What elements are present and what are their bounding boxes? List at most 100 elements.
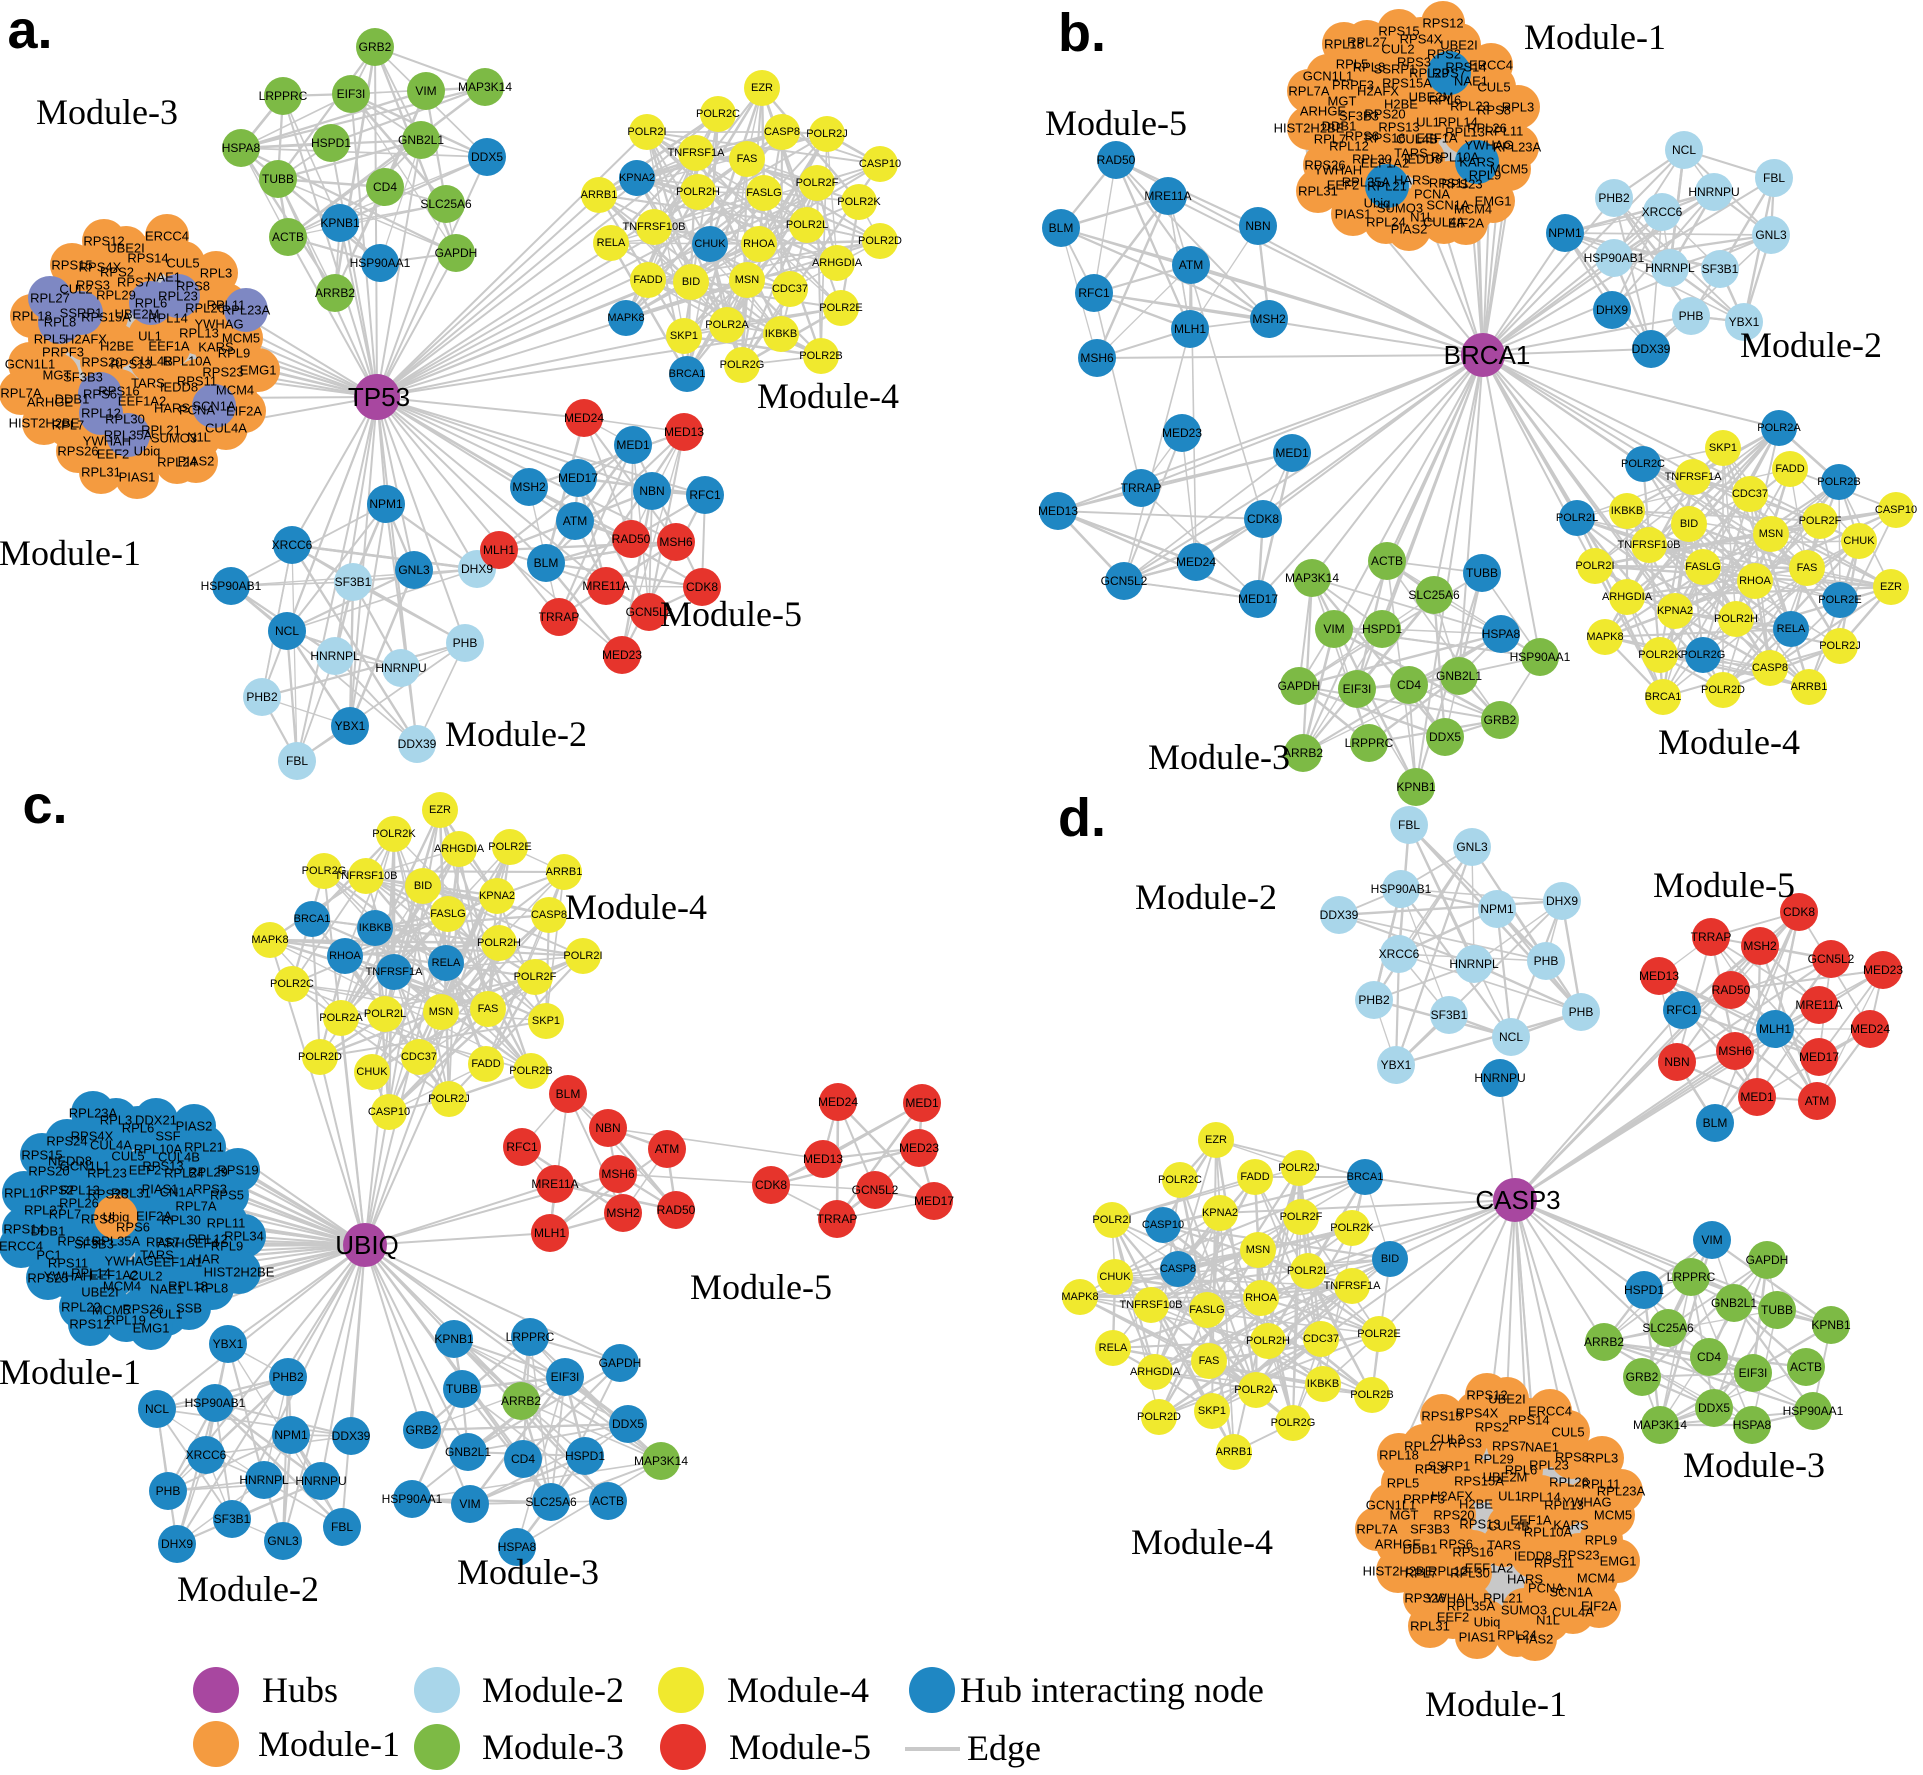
svg-text:TNFRSF1A: TNFRSF1A — [1324, 1280, 1382, 1292]
svg-text:DDB1: DDB1 — [1322, 119, 1357, 134]
svg-text:RPS26: RPS26 — [122, 1302, 163, 1317]
svg-text:POLR2C: POLR2C — [270, 978, 314, 990]
svg-text:RPS4X: RPS4X — [71, 1129, 114, 1144]
svg-text:CASP8: CASP8 — [531, 909, 567, 921]
svg-text:CASP3: CASP3 — [1475, 1185, 1560, 1215]
svg-text:EZR: EZR — [429, 804, 451, 816]
svg-text:NCL: NCL — [1499, 1030, 1523, 1044]
svg-text:RPS8: RPS8 — [1477, 103, 1511, 118]
svg-text:RPL23A: RPL23A — [1493, 140, 1542, 155]
svg-text:DDX5: DDX5 — [612, 1417, 644, 1431]
svg-text:GNB2L1: GNB2L1 — [1711, 1296, 1757, 1310]
svg-text:RPL12: RPL12 — [1428, 1564, 1468, 1579]
svg-text:UBE2I: UBE2I — [1440, 38, 1478, 53]
svg-text:ARHGE: ARHGE — [27, 395, 74, 410]
svg-text:EIF3I: EIF3I — [1739, 1366, 1768, 1380]
svg-text:SF3B1: SF3B1 — [335, 575, 372, 589]
svg-text:HARS: HARS — [1394, 173, 1430, 188]
svg-text:RHOA: RHOA — [1245, 1292, 1277, 1304]
svg-text:ARHGEF4: ARHGEF4 — [157, 1236, 218, 1251]
svg-text:CUL1: CUL1 — [149, 1307, 182, 1322]
svg-text:KARS: KARS — [1553, 1518, 1589, 1533]
svg-text:LRPPRC: LRPPRC — [1345, 736, 1394, 750]
svg-text:FAS: FAS — [1199, 1355, 1220, 1367]
svg-text:RPS12: RPS12 — [1466, 1388, 1507, 1403]
svg-text:SSRP1: SSRP1 — [60, 306, 103, 321]
svg-text:PCNA: PCNA — [1528, 1581, 1564, 1596]
svg-text:GNL3: GNL3 — [1456, 840, 1488, 854]
svg-text:ERCC4: ERCC4 — [145, 229, 189, 244]
svg-text:Hubs: Hubs — [262, 1670, 338, 1710]
svg-text:RPL19: RPL19 — [106, 1313, 146, 1328]
svg-text:CUL5: CUL5 — [166, 256, 199, 271]
svg-text:MLH1: MLH1 — [534, 1226, 566, 1240]
svg-text:HNRNPL: HNRNPL — [239, 1473, 289, 1487]
svg-text:MGT: MGT — [1390, 1508, 1419, 1523]
svg-text:MED24: MED24 — [564, 411, 604, 425]
svg-text:RPS12: RPS12 — [69, 1317, 110, 1332]
svg-text:Module-4: Module-4 — [757, 376, 899, 416]
svg-text:POLR2J: POLR2J — [1278, 1162, 1320, 1174]
svg-text:POLR2A: POLR2A — [705, 319, 749, 331]
svg-text:TUBB: TUBB — [1466, 566, 1498, 580]
svg-text:GCN5L2: GCN5L2 — [852, 1183, 899, 1197]
svg-text:HSP90AA1: HSP90AA1 — [1783, 1404, 1844, 1418]
svg-text:BID: BID — [1381, 1253, 1399, 1265]
svg-text:Module-2: Module-2 — [482, 1670, 624, 1710]
svg-text:RPL8: RPL8 — [44, 315, 77, 330]
svg-text:RPS14: RPS14 — [127, 251, 168, 266]
svg-text:DHX9: DHX9 — [161, 1537, 193, 1551]
svg-text:POLR2A: POLR2A — [1234, 1384, 1278, 1396]
svg-text:GAPDH: GAPDH — [599, 1356, 642, 1370]
svg-text:GCN1L1: GCN1L1 — [60, 1159, 111, 1174]
svg-text:TNFRSF1A: TNFRSF1A — [668, 147, 726, 159]
svg-text:RPL29: RPL29 — [1474, 1452, 1514, 1467]
svg-text:EEF1A1: EEF1A1 — [154, 1255, 202, 1270]
svg-text:SKP1: SKP1 — [532, 1015, 560, 1027]
svg-text:MED1: MED1 — [616, 438, 650, 452]
svg-text:GCN1L1: GCN1L1 — [1366, 1498, 1417, 1513]
svg-text:RPL14: RPL14 — [148, 311, 188, 326]
svg-text:SSB: SSB — [176, 1301, 202, 1316]
svg-text:RPS23: RPS23 — [202, 365, 243, 380]
svg-text:Module-4: Module-4 — [727, 1670, 869, 1710]
svg-text:CASP10: CASP10 — [1142, 1219, 1184, 1231]
svg-text:PHB: PHB — [1534, 954, 1559, 968]
svg-text:RPS19: RPS19 — [217, 1163, 258, 1178]
svg-text:Module-5: Module-5 — [1045, 103, 1187, 143]
svg-text:EZR: EZR — [1205, 1134, 1227, 1146]
svg-text:FASLG: FASLG — [1685, 561, 1720, 573]
svg-text:RPL7: RPL7 — [1405, 1566, 1438, 1581]
svg-text:GCN5L2: GCN5L2 — [1101, 574, 1148, 588]
svg-text:RPL6: RPL6 — [135, 296, 168, 311]
svg-text:MSH6: MSH6 — [601, 1167, 635, 1181]
svg-text:RPL14: RPL14 — [1438, 115, 1478, 130]
svg-text:Module-1: Module-1 — [1524, 17, 1666, 57]
svg-text:KPNB1: KPNB1 — [1811, 1318, 1851, 1332]
svg-text:RPS23: RPS23 — [1441, 177, 1482, 192]
svg-text:HSPA8: HSPA8 — [498, 1540, 537, 1554]
svg-text:ARHGDIA: ARHGDIA — [1602, 591, 1653, 603]
svg-text:RPS13: RPS13 — [142, 1159, 183, 1174]
svg-text:ATM: ATM — [1179, 258, 1203, 272]
svg-text:ATM: ATM — [563, 514, 587, 528]
svg-text:POLR2F: POLR2F — [1280, 1211, 1323, 1223]
svg-text:DDX5: DDX5 — [1698, 1401, 1730, 1415]
svg-text:EEF2: EEF2 — [129, 1163, 162, 1178]
svg-text:ARHGDIA: ARHGDIA — [434, 843, 485, 855]
svg-text:RPL35A: RPL35A — [1447, 1599, 1496, 1614]
svg-text:IKBKB: IKBKB — [1307, 1378, 1339, 1390]
svg-text:RPL12: RPL12 — [81, 406, 121, 421]
svg-text:PHB2: PHB2 — [1598, 191, 1630, 205]
svg-text:GCN5L2: GCN5L2 — [1808, 952, 1855, 966]
svg-text:VIM: VIM — [1323, 622, 1344, 636]
svg-text:RPS7: RPS7 — [117, 275, 151, 290]
svg-text:PIAS1: PIAS1 — [1459, 1630, 1496, 1645]
svg-text:c.: c. — [22, 775, 67, 835]
svg-text:POLR2B: POLR2B — [1817, 476, 1860, 488]
svg-text:CUL4B: CUL4B — [158, 1150, 200, 1165]
svg-text:CDK8: CDK8 — [1247, 512, 1279, 526]
svg-text:BRCA1: BRCA1 — [1444, 340, 1531, 370]
svg-text:KPNB1: KPNB1 — [1396, 780, 1436, 794]
svg-text:YBX1: YBX1 — [213, 1337, 244, 1351]
